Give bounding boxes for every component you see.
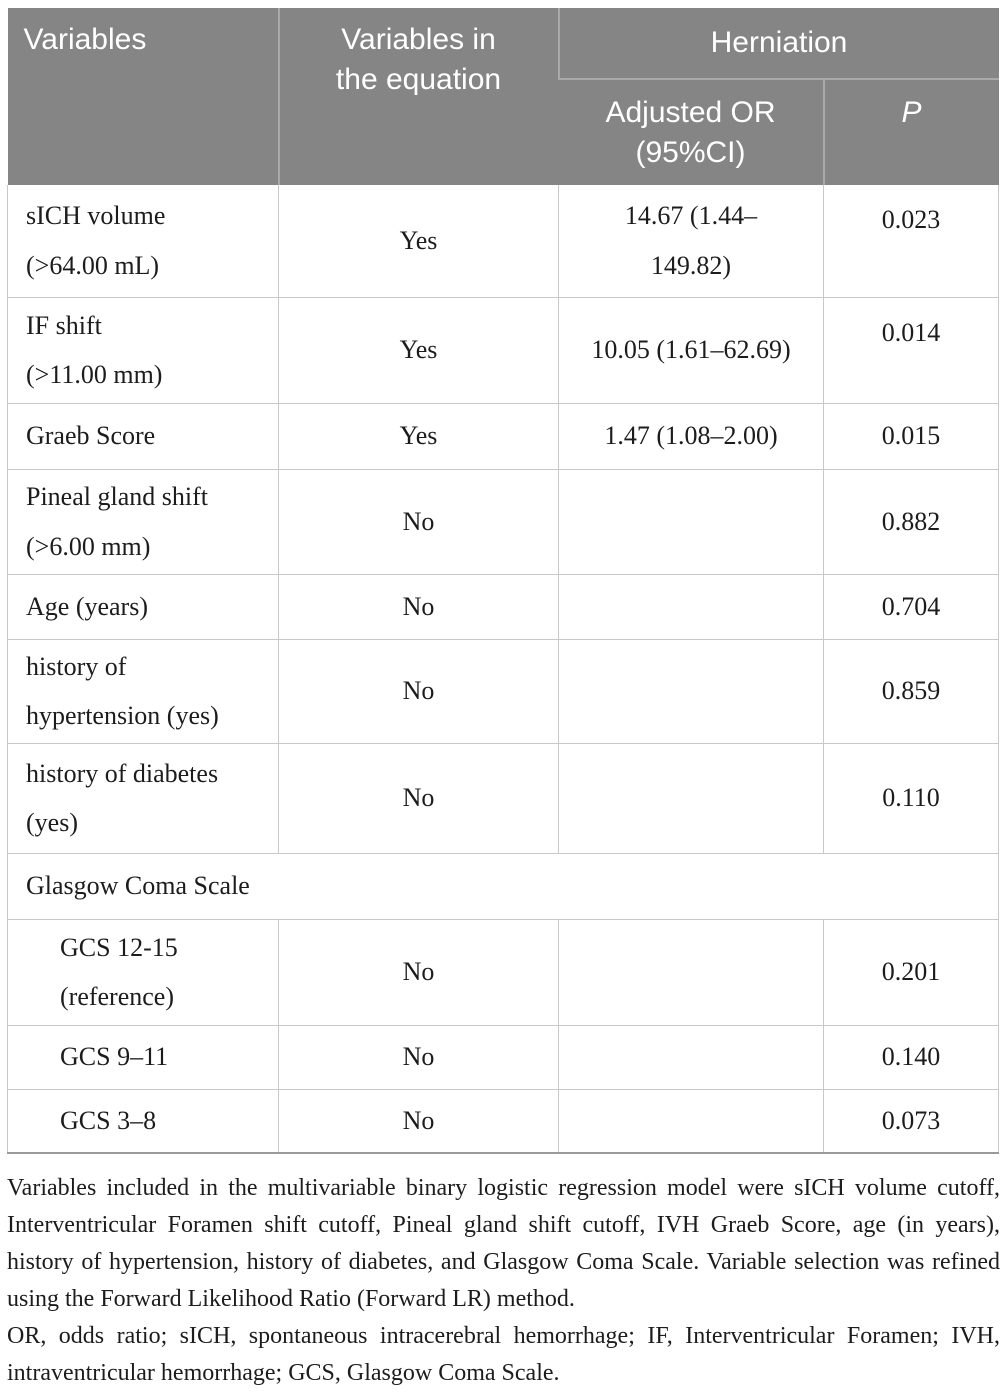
cell-variable: Age (years) <box>7 573 279 640</box>
cell-adjusted-or: 10.05 (1.61–62.69) <box>558 296 824 404</box>
table-footnote: Variables included in the multivariable … <box>7 1170 1000 1392</box>
cell-variable: Graeb Score <box>7 402 279 470</box>
cell-variable: sICH volume (>64.00 mL) <box>7 185 279 298</box>
cell-p-value: 0.704 <box>823 573 999 640</box>
table-body: sICH volume (>64.00 mL) Yes 14.67 (1.44–… <box>7 185 999 1154</box>
cell-p-value: 0.140 <box>823 1024 999 1090</box>
table-row-if-shift: IF shift (>11.00 mm) Yes 10.05 (1.61–62.… <box>7 296 999 404</box>
cell-variable: IF shift (>11.00 mm) <box>7 296 279 404</box>
cell-adjusted-or: 1.47 (1.08–2.00) <box>558 402 824 470</box>
cell-p-value: 0.859 <box>823 638 999 744</box>
cell-in-equation: No <box>278 468 559 575</box>
cell-adjusted-or <box>558 468 824 575</box>
cell-in-equation: Yes <box>278 296 559 404</box>
table-row-pineal-gland-shift: Pineal gland shift (>6.00 mm) No 0.882 <box>7 468 999 575</box>
cell-p-value: 0.023 <box>823 185 999 298</box>
cell-variable: GCS 3–8 <box>7 1088 279 1154</box>
cell-p-value: 0.110 <box>823 742 999 854</box>
cell-adjusted-or <box>558 638 824 744</box>
cell-variable: GCS 9–11 <box>7 1024 279 1090</box>
cell-adjusted-or <box>558 573 824 640</box>
table-row-graeb-score: Graeb Score Yes 1.47 (1.08–2.00) 0.015 <box>7 402 999 470</box>
table-row-sich-volume: sICH volume (>64.00 mL) Yes 14.67 (1.44–… <box>7 185 999 298</box>
cell-p-value: 0.014 <box>823 296 999 404</box>
cell-in-equation: No <box>278 573 559 640</box>
header-variables: Variables <box>7 8 279 185</box>
table-row-hypertension: history of hypertension (yes) No 0.859 <box>7 638 999 744</box>
cell-adjusted-or <box>558 742 824 854</box>
footnote-abbreviations: OR, odds ratio; sICH, spontaneous intrac… <box>7 1323 1000 1386</box>
cell-section-label: Glasgow Coma Scale <box>7 852 999 920</box>
table-header: Variables Variables in the equation Hern… <box>7 8 999 185</box>
table-row-gcs-12-15: GCS 12-15 (reference) No 0.201 <box>7 918 999 1026</box>
table-row-age: Age (years) No 0.704 <box>7 573 999 640</box>
cell-p-value: 0.882 <box>823 468 999 575</box>
cell-variable: Pineal gland shift (>6.00 mm) <box>7 468 279 575</box>
header-variables-in-equation: Variables in the equation <box>277 8 559 185</box>
cell-adjusted-or <box>558 1024 824 1090</box>
cell-in-equation: Yes <box>278 185 559 298</box>
cell-in-equation: No <box>278 1024 559 1090</box>
cell-variable: history of hypertension (yes) <box>7 638 279 744</box>
cell-in-equation: No <box>278 638 559 744</box>
header-row-sub: Adjusted OR (95%CI) P <box>8 78 999 185</box>
cell-variable: GCS 12-15 (reference) <box>7 918 279 1026</box>
table-row-gcs-3-8: GCS 3–8 No 0.073 <box>7 1088 999 1154</box>
herniation-regression-table: Variables Variables in the equation Hern… <box>7 8 999 1154</box>
cell-in-equation: No <box>278 1088 559 1154</box>
cell-p-value: 0.073 <box>823 1088 999 1154</box>
table-row-gcs-section: Glasgow Coma Scale <box>7 852 999 920</box>
header-row-group: Variables Variables in the equation Hern… <box>7 8 999 185</box>
cell-adjusted-or: 14.67 (1.44– 149.82) <box>558 185 824 298</box>
header-p: P <box>822 78 999 185</box>
table-row-diabetes: history of diabetes (yes) No 0.110 <box>7 742 999 854</box>
table-row-gcs-9-11: GCS 9–11 No 0.140 <box>7 1024 999 1090</box>
header-herniation-group: Herniation <box>557 8 999 79</box>
cell-adjusted-or <box>558 918 824 1026</box>
footnote-methods: Variables included in the multivariable … <box>7 1175 1000 1312</box>
cell-in-equation: No <box>278 918 559 1026</box>
cell-p-value: 0.015 <box>823 402 999 470</box>
cell-in-equation: Yes <box>278 402 559 470</box>
cell-in-equation: No <box>278 742 559 854</box>
header-adjusted-or: Adjusted OR (95%CI) <box>558 78 824 185</box>
cell-variable: history of diabetes (yes) <box>7 742 279 854</box>
cell-adjusted-or <box>558 1088 824 1154</box>
cell-p-value: 0.201 <box>823 918 999 1026</box>
